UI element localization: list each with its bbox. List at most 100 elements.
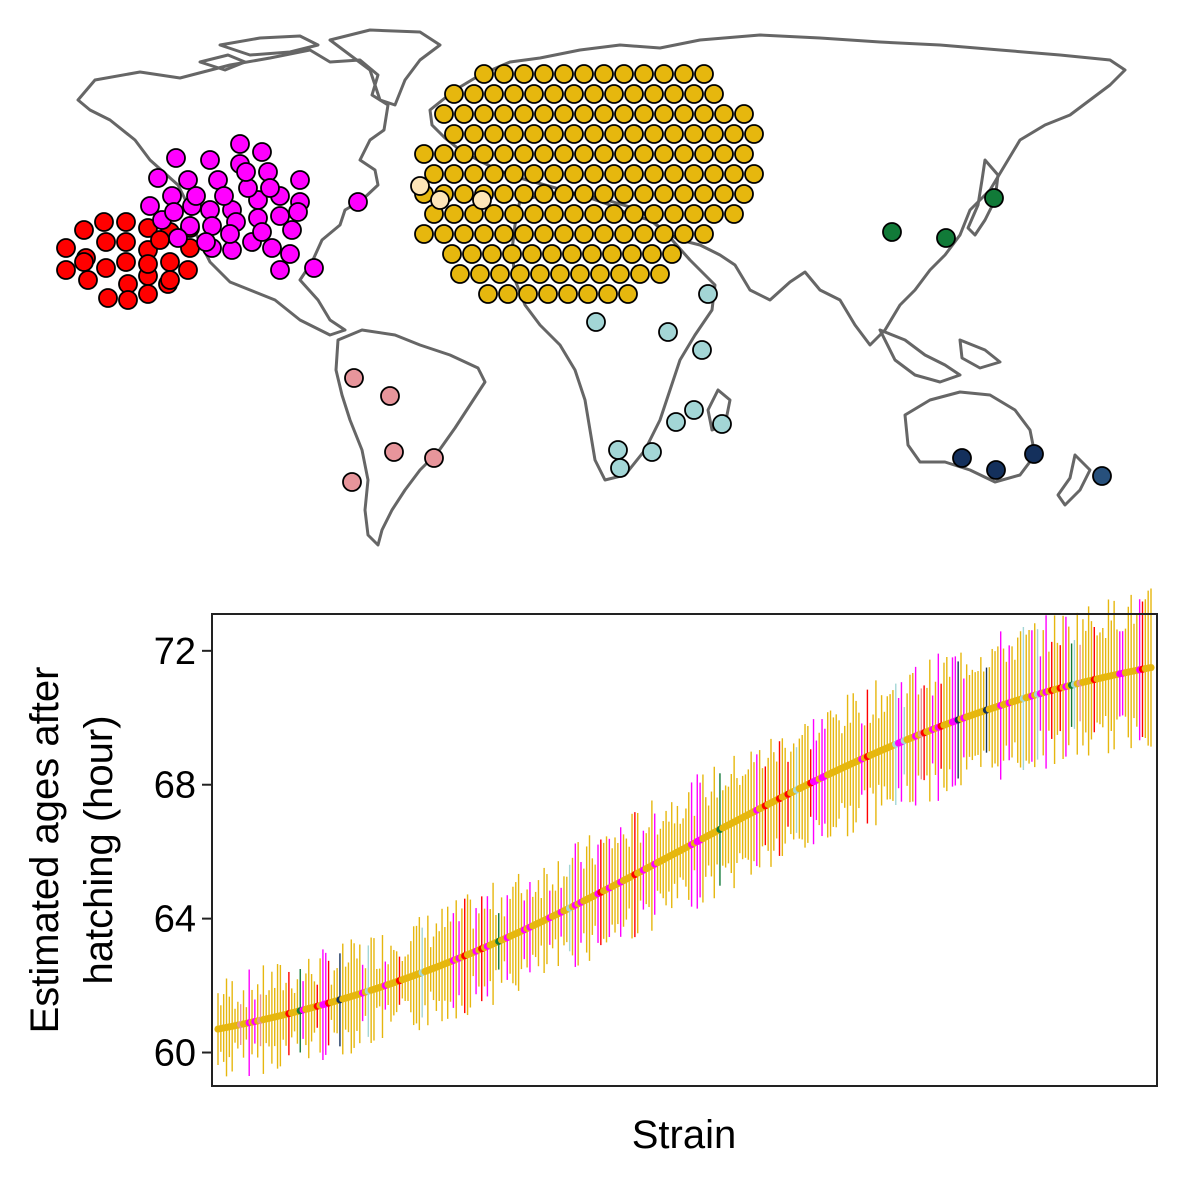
map-marker-gold	[504, 164, 524, 184]
map-marker-magenta	[262, 238, 282, 258]
map-marker-gold	[630, 264, 650, 284]
map-marker-gold	[454, 184, 474, 204]
map-marker-gold	[644, 84, 664, 104]
map-marker-gold	[590, 264, 610, 284]
map-marker-gold	[490, 264, 510, 284]
map-marker-gold	[464, 124, 484, 144]
map-marker-gold	[664, 164, 684, 184]
map-marker-gold	[684, 204, 704, 224]
map-marker-gold	[494, 104, 514, 124]
map-marker-gold	[674, 104, 694, 124]
map-marker-gold	[414, 144, 434, 164]
map-marker-gold	[642, 244, 662, 264]
map-marker-gold	[574, 104, 594, 124]
map-marker-teal	[698, 284, 718, 304]
map-marker-gold	[444, 124, 464, 144]
map-marker-red	[96, 232, 116, 252]
map-marker-gold	[562, 244, 582, 264]
map-marker-gold	[558, 284, 578, 304]
map-marker-gold	[504, 84, 524, 104]
plot-frame	[211, 613, 1158, 1087]
map-north-america	[76, 48, 390, 337]
map-marker-gold	[494, 64, 514, 84]
map-marker-gold	[494, 184, 514, 204]
map-marker-gold	[614, 184, 634, 204]
map-marker-gold	[482, 244, 502, 264]
map-marker-gold	[714, 184, 734, 204]
map-marker-magenta	[304, 258, 324, 278]
map-marker-gold	[654, 144, 674, 164]
y-tick-label: 68	[154, 765, 196, 807]
map-marker-gold	[594, 144, 614, 164]
map-marker-gold	[442, 244, 462, 264]
map-marker-gold	[464, 164, 484, 184]
map-marker-gold	[544, 84, 564, 104]
map-marker-gold	[694, 104, 714, 124]
map-marker-gold	[484, 124, 504, 144]
map-marker-gold	[434, 144, 454, 164]
map-marker-gold	[624, 124, 644, 144]
map-marker-teal	[692, 340, 712, 360]
map-marker-magenta	[200, 200, 220, 220]
map-marker-gold	[704, 204, 724, 224]
map-marker-gold	[564, 164, 584, 184]
map-marker-gold	[554, 64, 574, 84]
map-marker-magenta	[162, 186, 182, 206]
y-tick-label: 64	[154, 899, 196, 941]
map-marker-magenta	[348, 192, 368, 212]
map-marker-gold	[664, 124, 684, 144]
map-marker-gold	[514, 144, 534, 164]
map-marker-gold	[514, 64, 534, 84]
map-marker-navy	[952, 448, 972, 468]
map-marker-gold	[554, 184, 574, 204]
map-marker-gold	[614, 224, 634, 244]
map-marker-cream	[472, 190, 492, 210]
map-marker-gold	[434, 104, 454, 124]
map-marker-navy	[1024, 444, 1044, 464]
map-marker-pink	[380, 386, 400, 406]
y-axis: 60 64 68 72	[154, 631, 212, 1075]
map-marker-gold	[534, 184, 554, 204]
map-australia	[903, 390, 1037, 484]
map-marker-gold	[574, 184, 594, 204]
map-marker-gold	[524, 204, 544, 224]
map-marker-gold	[564, 124, 584, 144]
map-marker-gold	[574, 224, 594, 244]
y-axis-label-line1: Estimated ages after	[23, 667, 67, 1034]
map-marker-gold	[644, 164, 664, 184]
map-marker-gold	[534, 64, 554, 84]
map-marker-gold	[484, 84, 504, 104]
map-marker-gold	[744, 164, 764, 184]
map-marker-gold	[644, 124, 664, 144]
map-marker-gold	[498, 284, 518, 304]
map-marker-gold	[744, 124, 764, 144]
map-marker-red	[178, 260, 198, 280]
map-marker-gold	[578, 284, 598, 304]
map-marker-gold	[654, 104, 674, 124]
map-marker-gold	[594, 224, 614, 244]
map-marker-magenta	[236, 162, 256, 182]
map-marker-gold	[570, 264, 590, 284]
y-tick-label: 72	[154, 631, 196, 673]
map-marker-gold	[650, 264, 670, 284]
map-marker-gold	[534, 144, 554, 164]
map-marker-gold	[544, 124, 564, 144]
map-marker-gold	[604, 204, 624, 224]
map-marker-red	[160, 270, 180, 290]
map-marker-cream	[410, 176, 430, 196]
map-marker-gold	[474, 144, 494, 164]
map-marker-red	[118, 290, 138, 310]
map-marker-magenta	[280, 244, 300, 264]
map-marker-gold	[584, 84, 604, 104]
map-marker-gold	[684, 124, 704, 144]
chart-marks	[214, 588, 1155, 1077]
map-marker-gold	[582, 244, 602, 264]
map-marker-gold	[554, 144, 574, 164]
map-marker-gold	[510, 264, 530, 284]
map-marker-gold	[724, 164, 744, 184]
map-marker-gold	[664, 204, 684, 224]
y-tick-label: 60	[154, 1033, 196, 1075]
map-marker-gold	[484, 164, 504, 184]
map-marker-red	[96, 258, 116, 278]
map-marker-red	[150, 230, 170, 250]
